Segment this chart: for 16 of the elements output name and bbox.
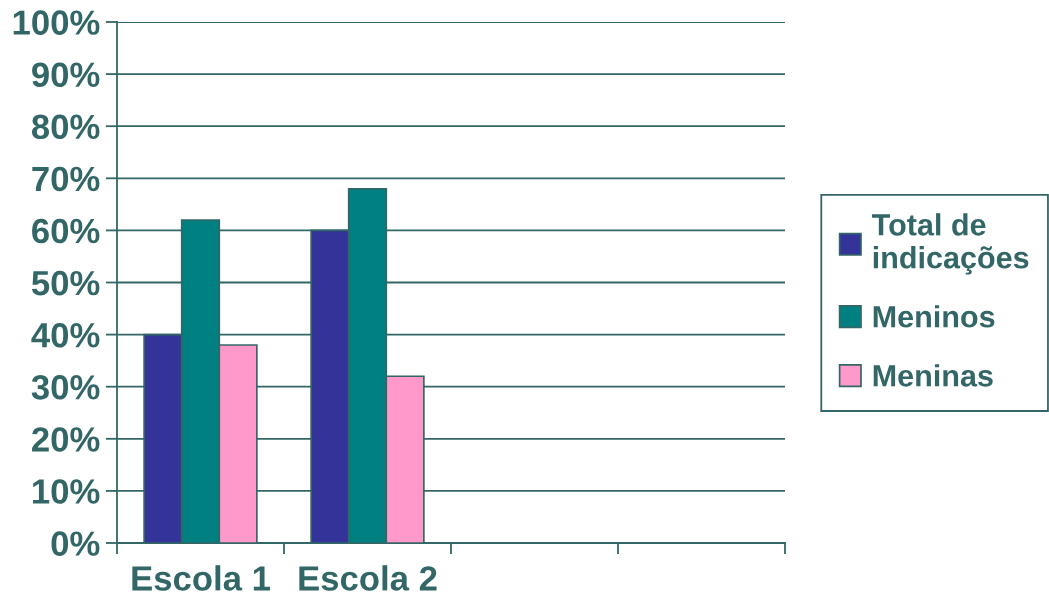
- y-tick-label: 30%: [31, 375, 100, 400]
- y-tick-label: 20%: [32, 427, 100, 452]
- y-tick-label: 0%: [51, 531, 100, 556]
- y-tick-label: 10%: [33, 479, 100, 504]
- legend-label: Meninos: [873, 305, 995, 328]
- y-tick-label: 50%: [31, 270, 100, 296]
- x-tick-label: Escola 2: [299, 565, 437, 591]
- y-tick-label: 100%: [13, 10, 100, 35]
- y-tick-label: 40%: [31, 322, 100, 348]
- y-tick-label: 90%: [32, 62, 100, 88]
- x-tick-label: Escola 1: [132, 565, 270, 591]
- legend-label: Meninas: [873, 364, 993, 387]
- y-tick-label: 60%: [32, 218, 100, 244]
- legend-label: Total de indicações: [872, 213, 1029, 275]
- y-tick-label: 80%: [31, 114, 100, 140]
- y-tick-label: 70%: [32, 166, 100, 192]
